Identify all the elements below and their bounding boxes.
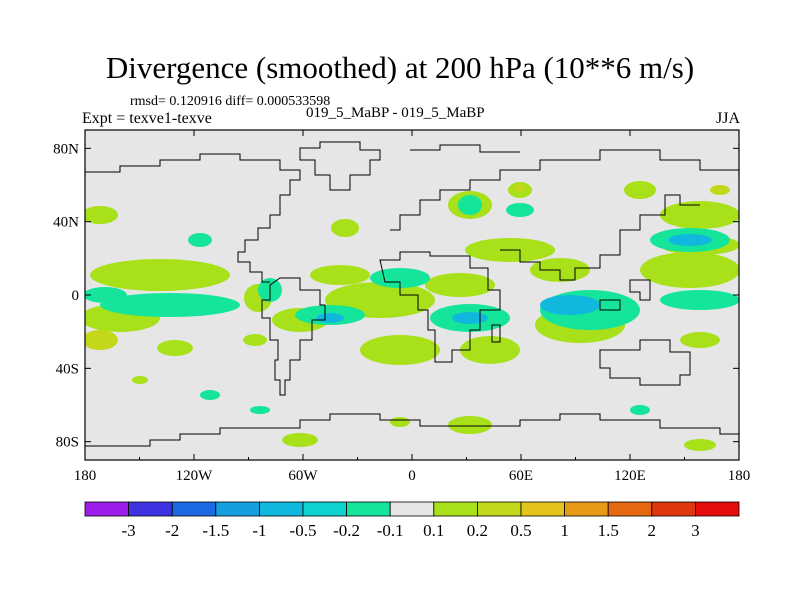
plot-title: Divergence (smoothed) at 200 hPa (10**6 … xyxy=(105,50,695,85)
season-label: JJA xyxy=(716,110,741,127)
colorbar-label: -0.2 xyxy=(333,521,360,540)
lon-tick-label: 180 xyxy=(74,468,97,484)
colorbar-swatch xyxy=(215,501,260,517)
colorbar-label: 1.5 xyxy=(598,521,619,540)
contour-fills xyxy=(85,181,739,451)
colorbar-swatch xyxy=(84,501,129,517)
colorbar-swatch xyxy=(651,501,696,517)
colorbar-label: 3 xyxy=(691,521,700,540)
lon-tick-label: 0 xyxy=(408,468,416,484)
colorbar-label: -0.5 xyxy=(290,521,317,540)
colorbar-swatch xyxy=(607,501,653,517)
lat-tick-label: 0 xyxy=(72,288,80,304)
lon-tick-label: 180 xyxy=(728,468,751,484)
positive-divergence-cores xyxy=(85,184,730,350)
colorbar: -3 -2 -1.5 -1 -0.5 -0.2 -0.1 0.1 0.2 0.5 1 1.5 2 3 xyxy=(84,501,740,540)
colorbar-label: 2 xyxy=(648,521,657,540)
colorbar-label: -3 xyxy=(122,521,136,540)
colorbar-swatch xyxy=(128,501,173,517)
lat-tick-label: 80S xyxy=(56,435,79,451)
colorbar-swatch xyxy=(433,501,478,517)
colorbar-label: 0.2 xyxy=(467,521,488,540)
colorbar-swatch xyxy=(346,501,391,517)
latitude-axis: 80N 40N 0 40S 80S xyxy=(53,141,739,451)
lat-tick-label: 40S xyxy=(56,361,79,377)
colorbar-label: -1.5 xyxy=(202,521,229,540)
colorbar-label: 1 xyxy=(560,521,569,540)
colorbar-label: -1 xyxy=(252,521,266,540)
longitude-axis: 180 120W 60W 0 60E 120E 180 xyxy=(74,130,751,484)
lon-tick-label: 120E xyxy=(614,468,646,484)
lat-tick-label: 40N xyxy=(53,215,79,231)
colorbar-swatch xyxy=(476,501,522,517)
experiment-label: Expt = texve1-texve xyxy=(82,110,212,127)
coastlines xyxy=(85,141,739,447)
rmsd-diff-stats: rmsd= 0.120916 diff= 0.000533598 xyxy=(130,94,331,109)
colorbar-swatch xyxy=(389,501,435,517)
colorbar-label: -0.1 xyxy=(377,521,404,540)
colorbar-swatch xyxy=(171,501,217,517)
colorbar-swatch xyxy=(695,501,740,517)
colorbar-swatch xyxy=(302,501,347,517)
lon-tick-label: 60W xyxy=(288,468,318,484)
lon-tick-label: 60E xyxy=(509,468,533,484)
lat-tick-label: 80N xyxy=(53,141,79,157)
case-comparison-label: 019_5_MaBP - 019_5_MaBP xyxy=(306,105,485,121)
colorbar-swatch xyxy=(520,501,565,517)
colorbar-swatch xyxy=(258,501,304,517)
lon-tick-label: 120W xyxy=(176,468,214,484)
colorbar-label: -2 xyxy=(165,521,179,540)
colorbar-swatch xyxy=(564,501,609,517)
colorbar-label: 0.1 xyxy=(423,521,444,540)
colorbar-label: 0.5 xyxy=(510,521,531,540)
